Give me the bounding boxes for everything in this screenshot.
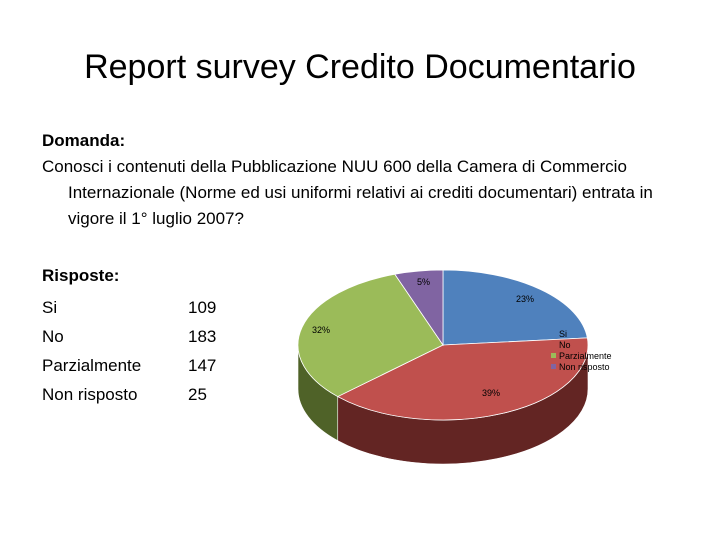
answer-name: No xyxy=(42,327,64,346)
answer-row-parzialmente: Parzialmente 147 xyxy=(42,351,272,380)
answer-count: 109 xyxy=(188,298,217,317)
answer-count: 147 xyxy=(188,356,217,375)
question-text: Conosci i contenuti della Pubblicazione … xyxy=(42,157,653,228)
answer-row-non-risposto: Non risposto 25 xyxy=(42,380,272,409)
answer-name: Parzialmente xyxy=(42,356,142,375)
answers-label: Risposte: xyxy=(42,266,120,285)
legend-label: No xyxy=(559,340,571,350)
legend-swatch xyxy=(551,353,556,358)
answer-row-no: No 183 xyxy=(42,322,272,351)
data-label: 23% xyxy=(516,294,534,304)
legend-swatch xyxy=(551,331,556,336)
answers-list: Si 109 No 183 Parzialmente 147 Non rispo… xyxy=(42,293,272,409)
question-label: Domanda: xyxy=(42,131,126,150)
data-label: 32% xyxy=(312,325,330,335)
data-label: 5% xyxy=(417,277,430,287)
legend-label: Si xyxy=(559,329,567,339)
answer-count: 25 xyxy=(188,385,207,404)
legend-swatch xyxy=(551,364,556,369)
data-label: 39% xyxy=(482,388,500,398)
pie-slice-no xyxy=(336,337,589,421)
legend-swatch xyxy=(551,342,556,347)
answer-name: Si xyxy=(42,298,58,317)
answer-row-si: Si 109 xyxy=(42,293,272,322)
answer-count: 183 xyxy=(188,327,217,346)
legend-label: Parzialmente xyxy=(559,351,612,361)
pie-slice-parzialmente xyxy=(297,273,444,398)
slide-title: Report survey Credito Documentario xyxy=(84,48,636,86)
legend-label: Non risposto xyxy=(559,362,610,372)
answer-name: Non risposto xyxy=(42,385,138,404)
question-block: Domanda: Conosci i contenuti della Pubbl… xyxy=(42,128,692,232)
pie-slice-si xyxy=(442,269,588,346)
pie-slice-non-risposto xyxy=(394,269,444,347)
